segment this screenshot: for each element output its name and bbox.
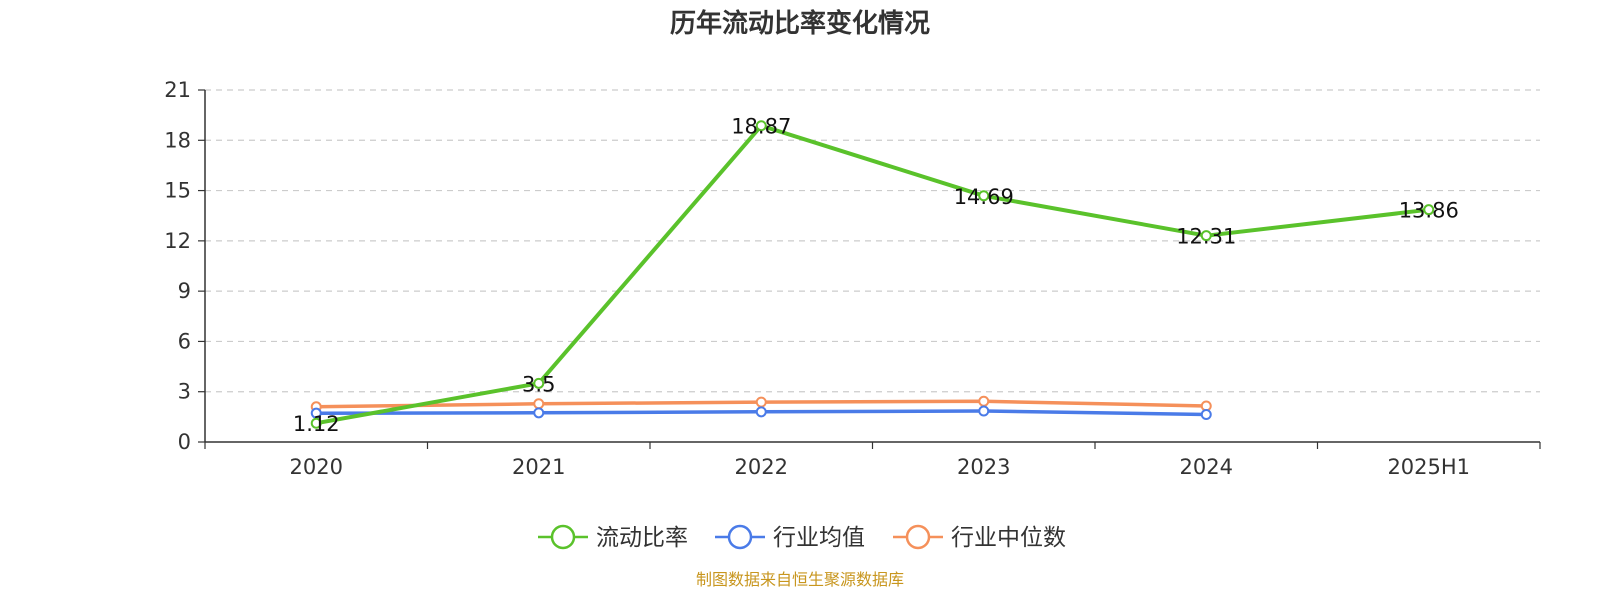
data-point[interactable]	[978, 395, 990, 407]
data-point[interactable]	[755, 406, 767, 418]
y-tick-label: 21	[164, 78, 191, 102]
data-point[interactable]	[533, 377, 545, 389]
axes: 0 3 6 9 12 15 18 21 2020 2021 2022 2023 2024 2025H1	[164, 78, 1541, 479]
series-layer	[310, 120, 1435, 429]
data-labels: 1.12 3.5 18.87 14.69 12.31 13.86	[293, 115, 1459, 437]
data-label: 14.69	[954, 185, 1014, 209]
x-tick-label: 2022	[735, 455, 788, 479]
x-tick-label: 2023	[957, 455, 1010, 479]
legend-marker	[905, 524, 931, 550]
y-tick-label: 9	[178, 279, 191, 303]
data-point[interactable]	[310, 417, 322, 429]
legend-marker	[550, 524, 576, 550]
legend-marker	[727, 524, 753, 550]
data-point[interactable]	[755, 396, 767, 408]
y-tick-label: 15	[164, 179, 191, 203]
series-line-0	[315, 123, 1430, 426]
data-point[interactable]	[533, 407, 545, 419]
y-tick-label: 3	[178, 380, 191, 404]
data-label: 13.86	[1399, 199, 1459, 223]
y-tick-label: 18	[164, 128, 191, 152]
data-label: 1.12	[293, 412, 340, 436]
y-tick-label: 12	[164, 229, 191, 253]
data-point[interactable]	[533, 398, 545, 410]
data-point[interactable]	[310, 407, 322, 419]
data-label: 3.5	[522, 372, 555, 396]
legend-label: 行业均值	[773, 525, 865, 551]
data-point[interactable]	[755, 120, 767, 132]
data-point[interactable]	[978, 190, 990, 202]
data-label: 12.31	[1176, 225, 1236, 249]
x-tick-label: 2025H1	[1387, 455, 1470, 479]
source-note: 制图数据来自恒生聚源数据库	[696, 570, 904, 589]
y-tick-label: 0	[178, 430, 191, 454]
x-tick-label: 2021	[512, 455, 565, 479]
data-point[interactable]	[1200, 230, 1212, 242]
x-tick-label: 2024	[1180, 455, 1233, 479]
data-label: 18.87	[731, 115, 791, 139]
data-point[interactable]	[978, 405, 990, 417]
legend-label: 行业中位数	[951, 525, 1066, 551]
data-point[interactable]	[1423, 204, 1435, 216]
chart-title: 历年流动比率变化情况	[670, 8, 930, 39]
data-point[interactable]	[1200, 409, 1212, 421]
gridlines	[205, 89, 1540, 393]
legend-item-0[interactable]: 流动比率	[538, 524, 688, 551]
y-tick-label: 6	[178, 329, 191, 353]
x-tick-label: 2020	[290, 455, 343, 479]
legend-item-2[interactable]: 行业中位数	[893, 524, 1066, 551]
legend-item-1[interactable]: 行业均值	[715, 524, 865, 551]
legend[interactable]: 流动比率 行业均值 行业中位数	[538, 524, 1066, 551]
legend-label: 流动比率	[596, 525, 688, 551]
